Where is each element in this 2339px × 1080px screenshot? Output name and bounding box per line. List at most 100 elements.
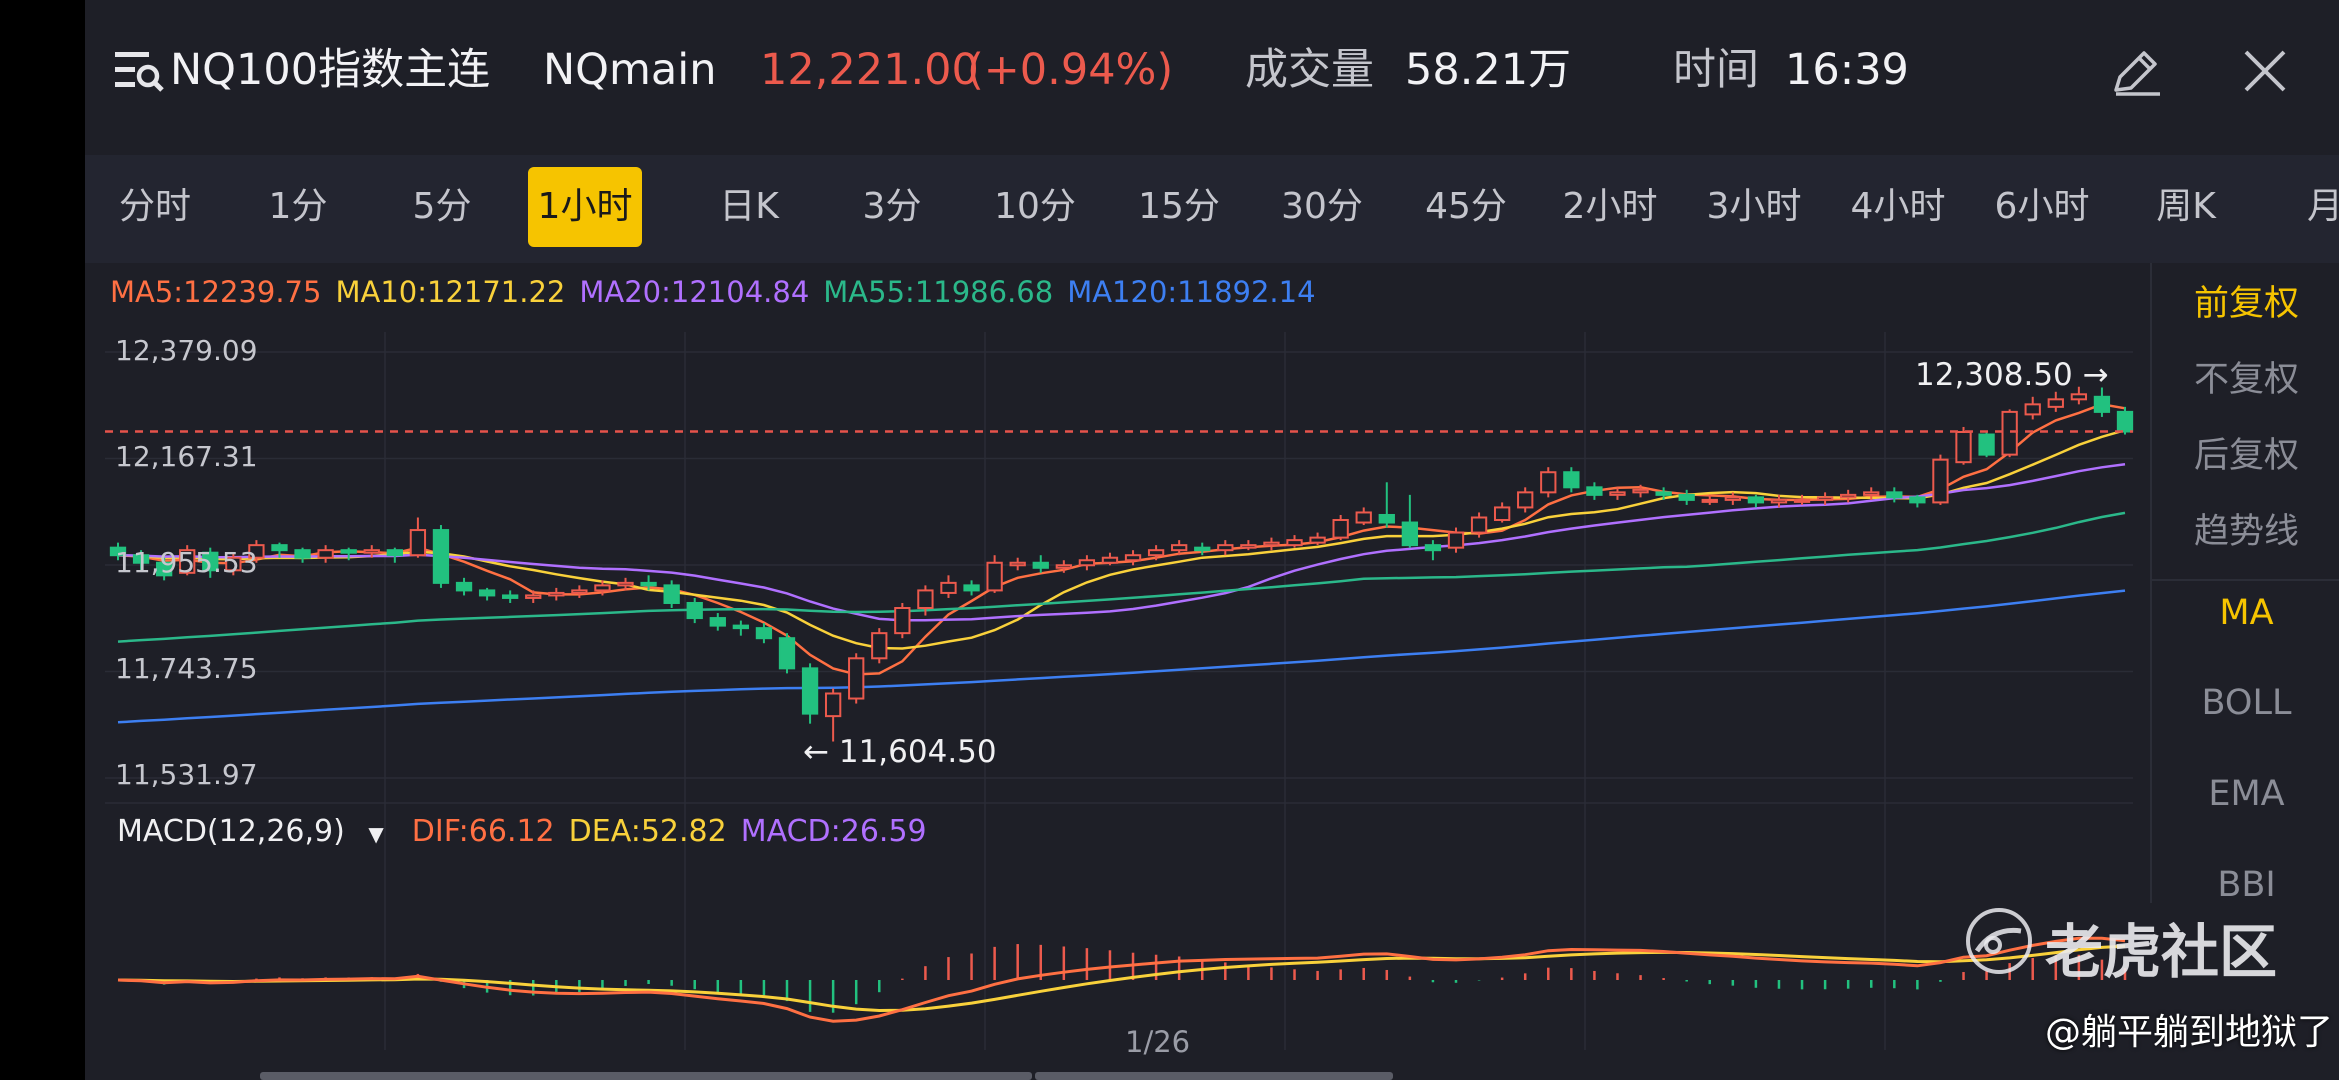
- tab-1[interactable]: 1分: [268, 186, 328, 227]
- candle-body: [686, 601, 703, 620]
- tab-9[interactable]: 45分: [1425, 186, 1507, 227]
- candle-body: [1171, 544, 1188, 552]
- candle: [1101, 552, 1119, 566]
- candle-body: [663, 584, 680, 604]
- indicator-ma[interactable]: MA: [2219, 593, 2274, 633]
- candle-body: [1378, 513, 1395, 524]
- kline-chart[interactable]: [85, 263, 2150, 1068]
- candle: [1424, 540, 1442, 561]
- tab-0[interactable]: 分时: [118, 186, 191, 227]
- chart-scrollbar[interactable]: [85, 1068, 2339, 1080]
- tab-4[interactable]: 日K: [719, 186, 779, 227]
- candle-body: [617, 581, 634, 587]
- candle-body: [1517, 491, 1534, 509]
- candle-body: [571, 589, 588, 594]
- tab-5[interactable]: 3分: [862, 186, 922, 227]
- y-axis-label: 12,167.31: [115, 440, 258, 473]
- candle: [455, 577, 473, 596]
- right-arrow-icon: →: [2072, 357, 2109, 393]
- dif-line: [117, 936, 2126, 1023]
- tab-15[interactable]: 月: [2306, 186, 2339, 227]
- candle-body: [1309, 536, 1326, 544]
- candle: [1978, 432, 1995, 458]
- candle-body: [202, 551, 219, 572]
- candle: [1401, 494, 1419, 548]
- candle-body: [1470, 516, 1488, 534]
- candle: [1217, 540, 1234, 556]
- candlesticks: [109, 386, 2134, 742]
- candle-body: [548, 591, 565, 597]
- last-price: 12,221.00: [760, 45, 979, 95]
- candle: [1655, 487, 1672, 500]
- menu-search-icon[interactable]: [115, 48, 165, 92]
- candle: [1840, 489, 1857, 503]
- x-axis-date-label: 1/26: [1125, 1025, 1191, 1059]
- scrollbar-segment[interactable]: [260, 1072, 615, 1080]
- macd-lines: [117, 936, 2126, 1023]
- scrollbar-segment[interactable]: [1035, 1072, 1393, 1080]
- tab-7[interactable]: 15分: [1138, 186, 1220, 227]
- ma-legend: MA5:12239.75 MA10:12171.22 MA20:12104.84 MA…: [110, 270, 1330, 314]
- candle: [1493, 502, 1511, 523]
- tab-13[interactable]: 6小时: [1994, 186, 2090, 227]
- candle: [1609, 487, 1626, 500]
- option-no-adjust[interactable]: 不复权: [2193, 360, 2299, 400]
- candle: [317, 545, 334, 563]
- ma20-value: MA20:12104.84: [579, 275, 810, 309]
- option-forward-adjust[interactable]: 前复权: [2193, 284, 2299, 324]
- candle: [617, 577, 634, 591]
- tab-8[interactable]: 30分: [1281, 186, 1363, 227]
- macd-legend: MACD(12,26,9) ▼ DIF:66.12 DEA:52.82 MACD:26…: [117, 810, 941, 856]
- tab-14[interactable]: 周K: [2156, 186, 2216, 227]
- candle-body: [455, 581, 473, 592]
- indicator-bbi[interactable]: BBI: [2217, 865, 2276, 905]
- candle: [917, 585, 934, 616]
- option-backward-adjust[interactable]: 后复权: [2193, 436, 2299, 476]
- tab-6[interactable]: 10分: [994, 186, 1076, 227]
- candle-body: [248, 544, 265, 559]
- macd-value: MACD:26.59: [740, 814, 927, 849]
- app-window: NQ100指数主连 NQmain 12,221.00 (+0.94%) 成交量 …: [85, 0, 2339, 1080]
- tab-3[interactable]: 1小时: [528, 167, 642, 247]
- candle: [1332, 514, 1349, 541]
- candle: [1886, 487, 1903, 503]
- candle-body: [1701, 498, 1718, 503]
- macd-indicator-selector[interactable]: MACD(12,26,9) ▼: [117, 814, 398, 849]
- candle: [2093, 387, 2111, 417]
- tab-10[interactable]: 2小时: [1562, 186, 1658, 227]
- candle-body: [2001, 410, 2018, 456]
- close-icon[interactable]: [2240, 46, 2290, 96]
- option-trendline[interactable]: 趋势线: [2193, 512, 2299, 552]
- candle: [2116, 406, 2134, 435]
- candle: [1770, 494, 1788, 508]
- indicator-ema[interactable]: EMA: [2208, 774, 2285, 814]
- interval-tab-bar: 分时 1分 5分 1小时 日K 3分 10分 15分 30分 45分 2小时 3小时 4小时 6小时 周K 月: [85, 155, 2339, 263]
- indicator-boll[interactable]: BOLL: [2201, 683, 2292, 723]
- candle: [686, 597, 703, 624]
- scrollbar-segment[interactable]: [537, 1072, 1032, 1080]
- tab-12[interactable]: 4小时: [1850, 186, 1946, 227]
- tab-2[interactable]: 5分: [412, 186, 472, 227]
- candle-body: [294, 549, 311, 559]
- candle: [801, 663, 819, 724]
- candle-body: [1978, 433, 1995, 456]
- candle-body: [755, 627, 773, 640]
- candle: [1563, 467, 1580, 493]
- candle: [1009, 557, 1026, 571]
- candle-body: [1078, 559, 1096, 567]
- candle: [1378, 482, 1395, 528]
- candle-body: [1540, 471, 1557, 494]
- candle: [478, 587, 496, 601]
- candle: [1263, 537, 1280, 551]
- candle-body: [1355, 511, 1372, 524]
- candle-body: [132, 554, 150, 564]
- candle-body: [1401, 521, 1419, 547]
- candle: [340, 547, 357, 561]
- edit-icon[interactable]: [2108, 44, 2164, 100]
- candle-body: [1055, 564, 1072, 569]
- candle-body: [1863, 491, 1880, 496]
- candle-body: [640, 581, 657, 587]
- candle: [1194, 542, 1211, 556]
- volume-label: 成交量: [1245, 45, 1374, 95]
- tab-11[interactable]: 3小时: [1706, 186, 1802, 227]
